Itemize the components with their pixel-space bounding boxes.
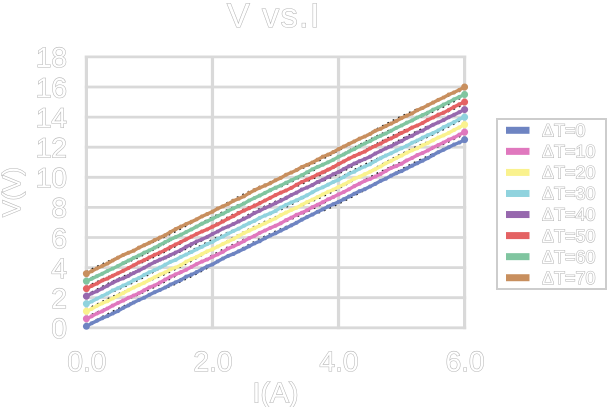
svg-text:ΔT=40: ΔT=40	[542, 205, 596, 225]
svg-text:ΔT=60: ΔT=60	[542, 247, 596, 267]
svg-text:I(A): I(A)	[253, 378, 299, 407]
svg-text:2.0: 2.0	[194, 346, 233, 377]
svg-text:12: 12	[36, 133, 67, 164]
svg-text:4: 4	[51, 253, 67, 284]
svg-text:4.0: 4.0	[320, 346, 359, 377]
svg-text:ΔT=0: ΔT=0	[542, 121, 586, 141]
svg-text:V(V): V(V)	[0, 167, 26, 217]
svg-text:6: 6	[51, 223, 67, 254]
svg-text:14: 14	[36, 102, 67, 133]
svg-text:0.0: 0.0	[67, 346, 106, 377]
svg-text:0: 0	[51, 313, 67, 344]
svg-text:ΔT=30: ΔT=30	[542, 184, 596, 204]
svg-text:ΔT=50: ΔT=50	[542, 226, 596, 246]
svg-text:8: 8	[51, 193, 67, 224]
svg-text:6.0: 6.0	[446, 346, 485, 377]
svg-text:18: 18	[36, 42, 67, 73]
svg-text:V vs.I: V vs.I	[227, 0, 321, 35]
svg-text:10: 10	[36, 163, 67, 194]
svg-text:2: 2	[51, 283, 67, 314]
svg-text:ΔT=10: ΔT=10	[542, 142, 596, 162]
svg-text:16: 16	[36, 72, 67, 103]
svg-text:ΔT=70: ΔT=70	[542, 268, 596, 288]
svg-text:ΔT=20: ΔT=20	[542, 163, 596, 183]
